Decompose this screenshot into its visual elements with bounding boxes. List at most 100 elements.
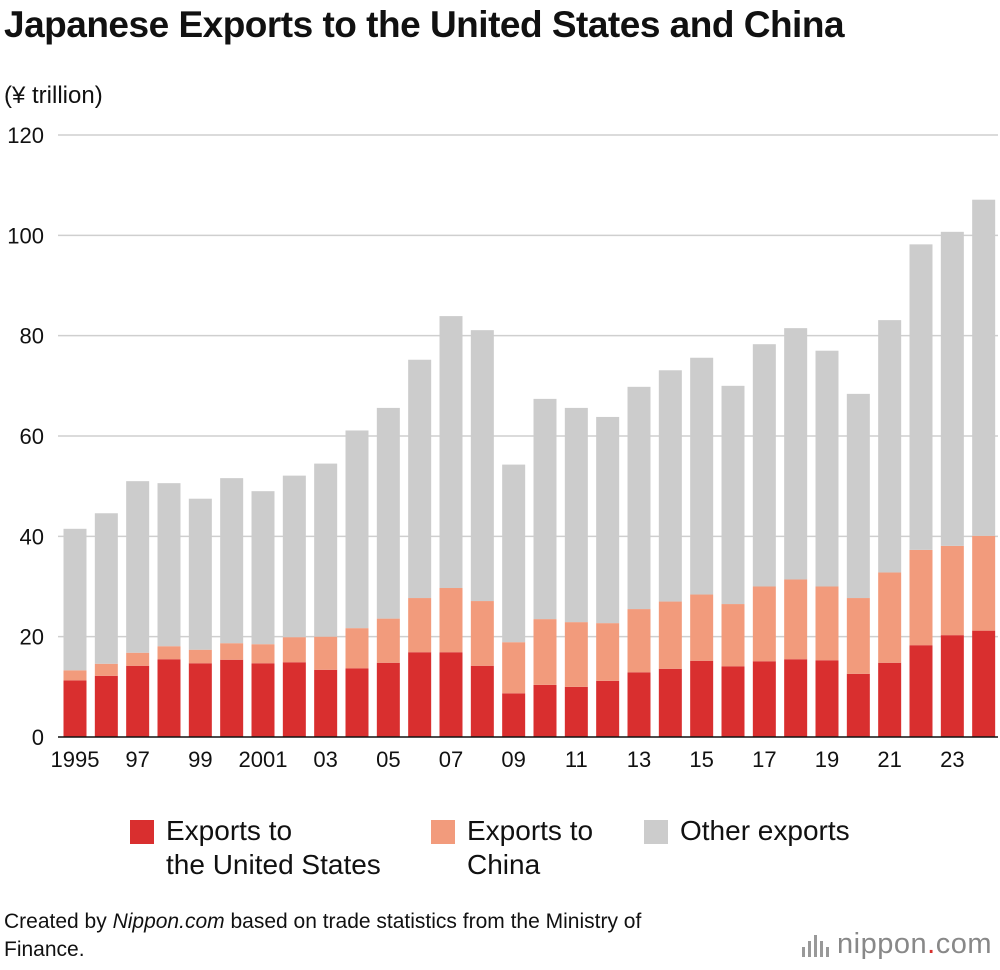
- stacked-bar-chart: 0 20 40 60 80 100 120 1995 97 99 2001 03 05 07 09 11 13 1…: [7, 123, 998, 772]
- bar-2020-series-2: [846, 393, 870, 599]
- bar-1998-series-1: [157, 646, 181, 660]
- legend-swatch-other: [644, 820, 668, 844]
- footnote-suffix: based on trade statistics from the Minis…: [4, 910, 642, 961]
- legend-item-other: Other exports: [644, 814, 850, 848]
- bar-2008-series-0: [470, 665, 494, 737]
- bar-1999-series-0: [188, 663, 212, 737]
- bar-2004-series-0: [345, 668, 369, 737]
- legend-swatch-us: [130, 820, 154, 844]
- bar-2023-series-2: [940, 231, 964, 546]
- bar-2005-series-0: [376, 662, 400, 737]
- bar-2010-series-0: [533, 684, 557, 737]
- legend-item-china: Exports to China: [431, 814, 593, 882]
- x-tick-label-2009: 09: [501, 747, 525, 772]
- bar-2014-series-1: [658, 601, 682, 669]
- gridlines: [58, 134, 998, 638]
- bar-2007-series-1: [439, 588, 463, 653]
- y-tick-label-120: 120: [7, 123, 44, 148]
- bar-1996-series-1: [94, 663, 118, 676]
- bar-2017-series-0: [752, 661, 776, 737]
- bar-2000-series-1: [220, 643, 244, 660]
- bar-2014-series-0: [658, 668, 682, 737]
- bar-2023-series-0: [940, 635, 964, 737]
- y-tick-label-60: 60: [20, 424, 44, 449]
- x-tick-label-2023: 23: [940, 747, 964, 772]
- footnote-source: Nippon.com: [112, 910, 225, 933]
- bar-2019-series-0: [815, 660, 839, 737]
- logo-wordmark: nippon.com: [837, 928, 992, 961]
- bar-2020-series-1: [846, 598, 870, 674]
- bar-2019-series-1: [815, 586, 839, 661]
- bar-1997-series-0: [126, 665, 150, 737]
- legend-label-us: Exports to the United States: [166, 815, 381, 880]
- bar-2017-series-1: [752, 586, 776, 662]
- y-tick-label-40: 40: [20, 524, 44, 549]
- bar-2017-series-2: [752, 344, 776, 587]
- nippon-logo: nippon.com: [802, 928, 992, 961]
- bar-2006-series-2: [408, 359, 432, 599]
- bar-2004-series-1: [345, 628, 369, 669]
- bar-1995-series-1: [63, 670, 87, 681]
- bar-2009-series-0: [502, 693, 526, 737]
- bar-2008-series-2: [470, 330, 494, 602]
- bar-2024-series-0: [972, 630, 996, 737]
- x-tick-label-2011: 11: [565, 747, 588, 772]
- bar-1995-series-2: [63, 528, 87, 671]
- legend: Exports to the United States Exports to …: [0, 814, 1000, 894]
- y-axis-unit-label: (¥ trillion): [4, 82, 103, 109]
- y-tick-label-20: 20: [20, 625, 44, 650]
- bar-2018-series-0: [784, 659, 808, 737]
- x-tick-label-2001: 2001: [239, 747, 288, 772]
- bar-2022-series-0: [909, 645, 933, 737]
- bar-2013-series-1: [627, 609, 651, 673]
- bar-2022-series-2: [909, 244, 933, 550]
- x-tick-label-2015: 15: [689, 747, 713, 772]
- bar-2005-series-1: [376, 618, 400, 663]
- bar-2000-series-2: [220, 478, 244, 644]
- bar-2001-series-0: [251, 663, 275, 737]
- bar-1995-series-0: [63, 680, 87, 737]
- y-tick-label-0: 0: [32, 725, 44, 750]
- bar-2006-series-0: [408, 652, 432, 737]
- bar-2001-series-2: [251, 491, 275, 645]
- bar-2003-series-0: [314, 669, 338, 737]
- bar-2006-series-1: [408, 598, 432, 653]
- bar-2001-series-1: [251, 644, 275, 664]
- bar-2016-series-2: [721, 385, 745, 605]
- bar-1999-series-1: [188, 649, 212, 664]
- bar-2003-series-2: [314, 463, 338, 637]
- bar-2002-series-0: [282, 662, 306, 737]
- x-tick-label-2017: 17: [752, 747, 776, 772]
- bar-2018-series-2: [784, 328, 808, 580]
- bar-2010-series-2: [533, 398, 557, 620]
- bar-2023-series-1: [940, 545, 964, 636]
- bar-1997-series-1: [126, 652, 150, 666]
- bar-2013-series-0: [627, 672, 651, 737]
- footnote-prefix: Created by: [4, 910, 113, 933]
- bar-2009-series-1: [502, 642, 526, 694]
- bar-1998-series-0: [157, 659, 181, 737]
- x-tick-label-2019: 19: [815, 747, 839, 772]
- source-footnote: Created by Nippon.com based on trade sta…: [4, 908, 704, 964]
- x-tick-label-2007: 07: [439, 747, 463, 772]
- legend-label-china: Exports to China: [467, 815, 594, 880]
- bar-2015-series-1: [690, 594, 714, 661]
- legend-swatch-china: [431, 820, 455, 844]
- bar-1997-series-2: [126, 481, 150, 653]
- x-tick-label-1999: 99: [188, 747, 212, 772]
- bar-2022-series-1: [909, 549, 933, 646]
- axes: 0 20 40 60 80 100 120 1995 97 99 2001 03 05 07 09 11 13 1…: [7, 123, 998, 772]
- bar-2021-series-2: [878, 320, 902, 573]
- bar-2005-series-2: [376, 407, 400, 619]
- legend-label-other: Other exports: [680, 815, 850, 846]
- logo-name: nippon: [837, 928, 928, 960]
- bar-2018-series-1: [784, 579, 808, 660]
- bar-2012-series-2: [596, 416, 620, 624]
- bar-2007-series-2: [439, 316, 463, 589]
- logo-dot: .: [927, 928, 936, 960]
- bar-2004-series-2: [345, 430, 369, 629]
- bar-1998-series-2: [157, 483, 181, 647]
- bar-2011-series-1: [564, 622, 588, 687]
- bar-2024-series-1: [972, 535, 996, 631]
- y-tick-label-100: 100: [7, 223, 44, 248]
